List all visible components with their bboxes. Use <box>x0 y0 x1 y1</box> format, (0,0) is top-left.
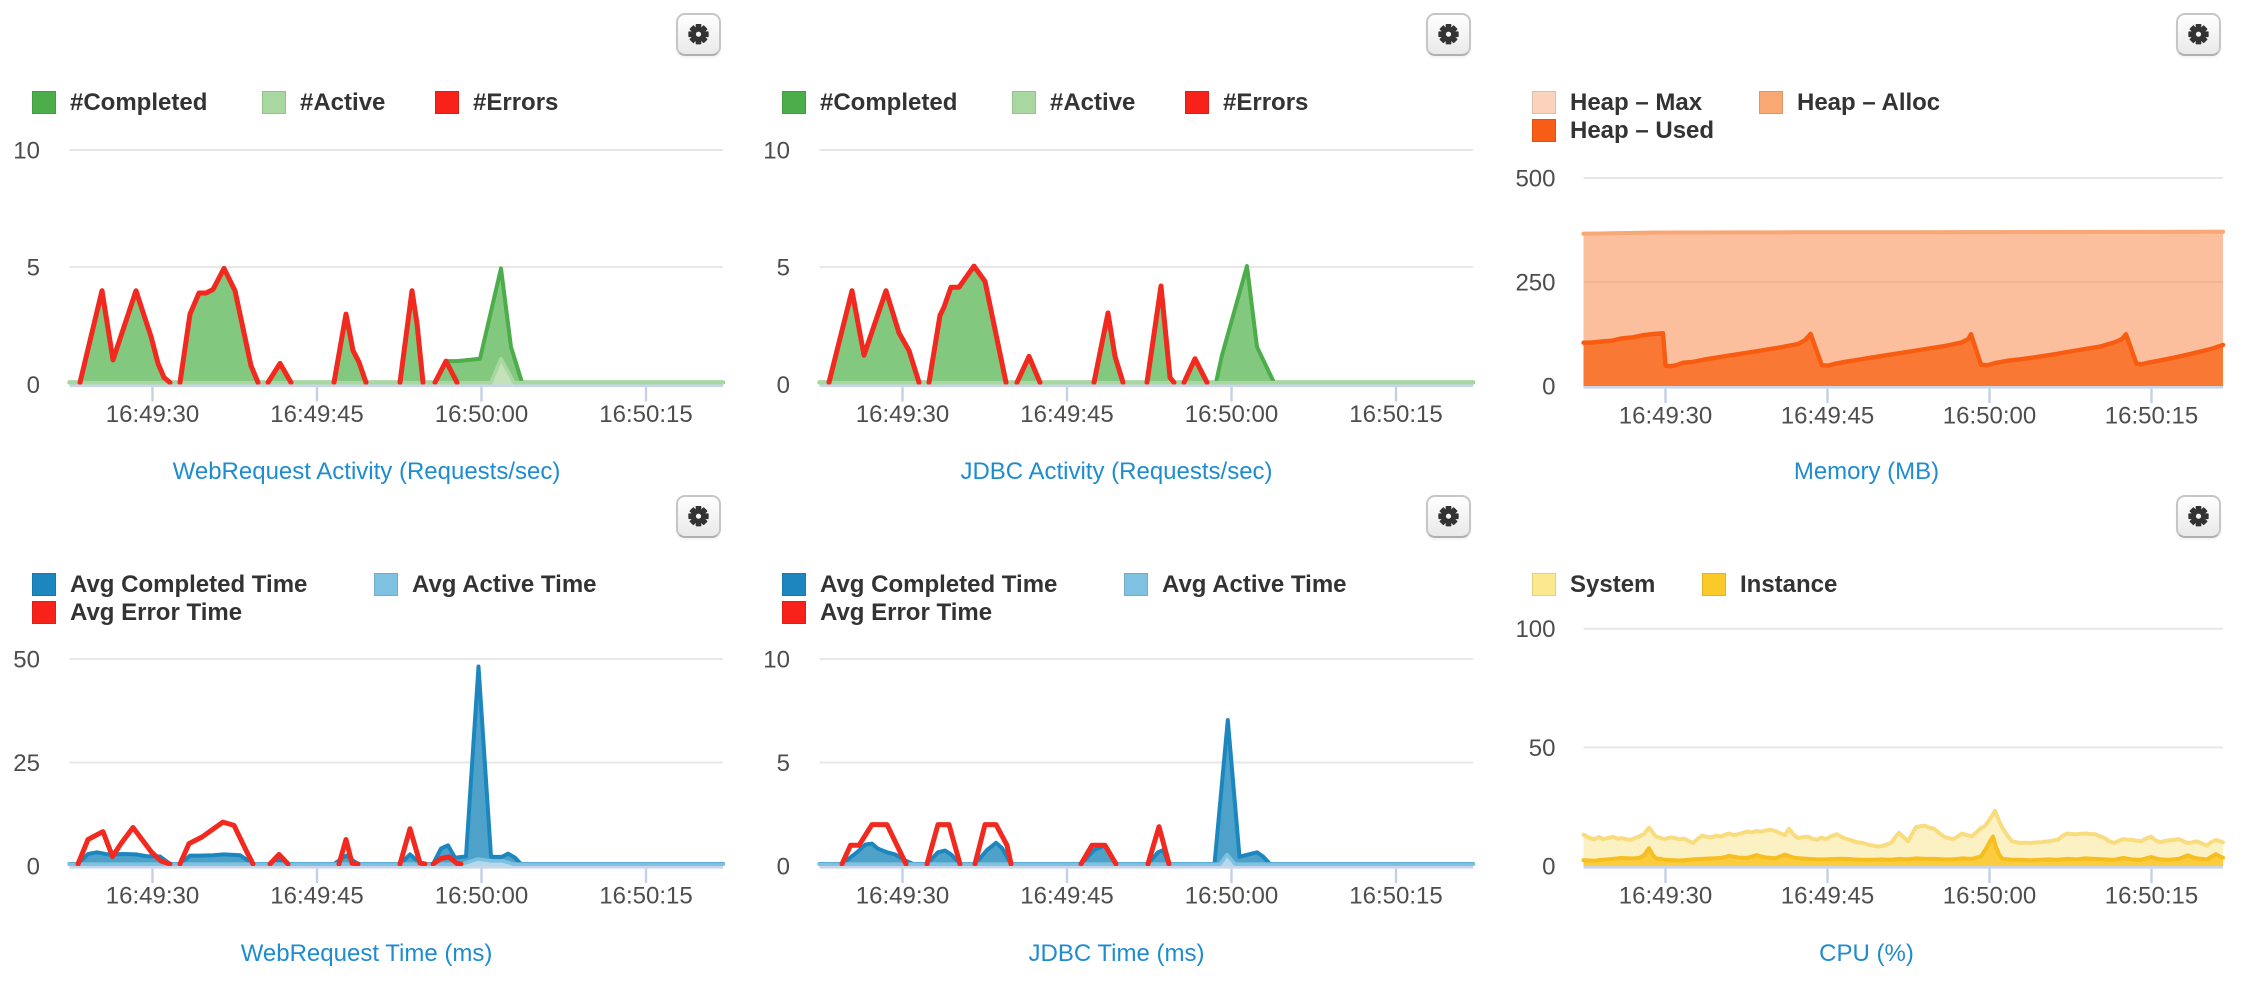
svg-text:16:49:45: 16:49:45 <box>270 401 363 428</box>
svg-text:0: 0 <box>777 372 790 399</box>
svg-text:16:49:30: 16:49:30 <box>106 401 199 428</box>
svg-text:16:49:45: 16:49:45 <box>1781 883 1874 910</box>
svg-text:16:50:00: 16:50:00 <box>1943 403 2036 430</box>
svg-text:16:50:00: 16:50:00 <box>1185 883 1278 910</box>
svg-text:500: 500 <box>1515 166 1555 193</box>
svg-text:16:50:15: 16:50:15 <box>599 883 692 910</box>
svg-text:25: 25 <box>13 750 40 777</box>
svg-text:50: 50 <box>1529 735 1556 762</box>
svg-text:5: 5 <box>777 255 790 282</box>
svg-text:16:50:15: 16:50:15 <box>599 401 692 428</box>
svg-text:100: 100 <box>1515 616 1555 643</box>
svg-text:16:49:45: 16:49:45 <box>270 883 363 910</box>
svg-text:16:50:00: 16:50:00 <box>435 883 528 910</box>
svg-text:16:50:00: 16:50:00 <box>1943 883 2036 910</box>
svg-text:10: 10 <box>13 138 40 165</box>
svg-text:16:49:30: 16:49:30 <box>856 401 949 428</box>
svg-text:0: 0 <box>777 854 790 881</box>
svg-text:16:49:30: 16:49:30 <box>1619 883 1712 910</box>
svg-text:0: 0 <box>27 854 40 881</box>
svg-text:16:49:45: 16:49:45 <box>1020 401 1113 428</box>
svg-text:16:50:15: 16:50:15 <box>2105 403 2198 430</box>
svg-text:16:50:00: 16:50:00 <box>1185 401 1278 428</box>
svg-text:16:49:30: 16:49:30 <box>856 883 949 910</box>
svg-text:16:49:30: 16:49:30 <box>1619 403 1712 430</box>
svg-text:16:49:45: 16:49:45 <box>1781 403 1874 430</box>
svg-text:5: 5 <box>27 255 40 282</box>
svg-text:16:49:30: 16:49:30 <box>106 883 199 910</box>
svg-text:16:49:45: 16:49:45 <box>1020 883 1113 910</box>
svg-text:5: 5 <box>777 750 790 777</box>
svg-text:0: 0 <box>1542 374 1555 401</box>
svg-text:10: 10 <box>763 138 790 165</box>
svg-text:16:50:15: 16:50:15 <box>1349 883 1442 910</box>
svg-text:0: 0 <box>1542 854 1555 881</box>
svg-text:16:50:15: 16:50:15 <box>2105 883 2198 910</box>
svg-text:250: 250 <box>1515 270 1555 297</box>
svg-text:16:50:00: 16:50:00 <box>435 401 528 428</box>
svg-text:50: 50 <box>13 647 40 674</box>
svg-text:0: 0 <box>27 372 40 399</box>
svg-text:16:50:15: 16:50:15 <box>1349 401 1442 428</box>
svg-text:10: 10 <box>763 647 790 674</box>
